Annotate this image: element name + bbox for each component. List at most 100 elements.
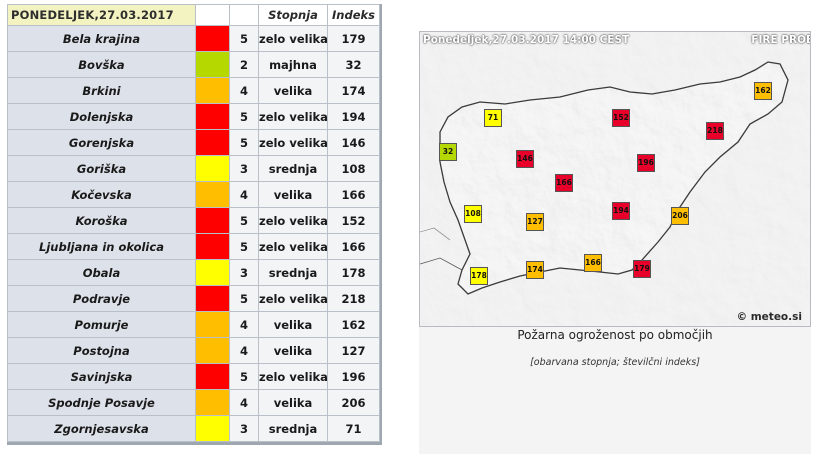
- danger-label: zelo velika: [258, 129, 328, 156]
- table-row: Bela krajina 5 zelo velika 179: [7, 25, 380, 52]
- danger-index: 178: [327, 259, 380, 286]
- danger-level: 5: [229, 285, 259, 312]
- region-name: Podravje: [7, 285, 196, 312]
- region-marker: 127: [526, 213, 544, 231]
- danger-label: zelo velika: [258, 233, 328, 260]
- danger-swatch: [196, 260, 229, 285]
- danger-label: srednja: [258, 259, 328, 286]
- danger-level: 4: [229, 311, 259, 338]
- region-name: Dolenjska: [7, 103, 196, 130]
- danger-index: 218: [327, 285, 380, 312]
- danger-level: 4: [229, 181, 259, 208]
- danger-color-cell: [195, 337, 230, 364]
- danger-level: 4: [229, 389, 259, 416]
- danger-level: 5: [229, 25, 259, 52]
- danger-color-cell: [195, 25, 230, 52]
- danger-swatch: [196, 286, 229, 311]
- danger-index: 152: [327, 207, 380, 234]
- table-row: Zgornjesavska 3 srednja 71: [7, 415, 380, 442]
- danger-index: 71: [327, 415, 380, 442]
- danger-label: zelo velika: [258, 285, 328, 312]
- danger-swatch: [196, 78, 229, 103]
- danger-swatch: [196, 26, 229, 51]
- danger-color-cell: [195, 103, 230, 130]
- danger-color-cell: [195, 51, 230, 78]
- danger-index: 162: [327, 311, 380, 338]
- map-background: [420, 32, 810, 326]
- danger-swatch: [196, 52, 229, 77]
- table-row: Savinjska 5 zelo velika 196: [7, 363, 380, 390]
- danger-color-cell: [195, 285, 230, 312]
- danger-swatch: [196, 416, 229, 441]
- map-credit: © meteo.si: [736, 311, 802, 323]
- table-row: Obala 3 srednja 178: [7, 259, 380, 286]
- table-row: Gorenjska 5 zelo velika 146: [7, 129, 380, 156]
- danger-label: velika: [258, 389, 328, 416]
- danger-index: 108: [327, 155, 380, 182]
- region-marker: 179: [633, 260, 651, 278]
- danger-label: srednja: [258, 415, 328, 442]
- region-name: Savinjska: [7, 363, 196, 390]
- table-header-row: PONEDELJEK,27.03.2017 Stopnja Indeks: [7, 4, 380, 26]
- region-marker: 218: [706, 122, 724, 140]
- table-row: Dolenjska 5 zelo velika 194: [7, 103, 380, 130]
- danger-index: 166: [327, 181, 380, 208]
- danger-swatch: [196, 364, 229, 389]
- region-marker: 166: [555, 174, 573, 192]
- region-marker: 146: [516, 150, 534, 168]
- header-level-col: [229, 4, 259, 26]
- region-marker: 196: [637, 154, 655, 172]
- danger-level: 3: [229, 259, 259, 286]
- danger-level: 4: [229, 337, 259, 364]
- region-name: Brkini: [7, 77, 196, 104]
- danger-color-cell: [195, 259, 230, 286]
- danger-label: velika: [258, 311, 328, 338]
- danger-index: 166: [327, 233, 380, 260]
- danger-index: 194: [327, 103, 380, 130]
- table-row: Brkini 4 velika 174: [7, 77, 380, 104]
- danger-label: srednja: [258, 155, 328, 182]
- danger-color-cell: [195, 77, 230, 104]
- danger-index: 127: [327, 337, 380, 364]
- danger-level: 3: [229, 155, 259, 182]
- danger-color-cell: [195, 181, 230, 208]
- region-name: Goriška: [7, 155, 196, 182]
- region-name: Bela krajina: [7, 25, 196, 52]
- danger-color-cell: [195, 129, 230, 156]
- header-color-col: [195, 4, 230, 26]
- table-row: Podravje 5 zelo velika 218: [7, 285, 380, 312]
- danger-color-cell: [195, 311, 230, 338]
- region-marker: 162: [754, 82, 772, 100]
- table-row: Koroška 5 zelo velika 152: [7, 207, 380, 234]
- region-marker: 174: [526, 261, 544, 279]
- region-name: Postojna: [7, 337, 196, 364]
- region-marker: 194: [612, 202, 630, 220]
- region-marker: 166: [584, 254, 602, 272]
- danger-level: 5: [229, 129, 259, 156]
- danger-label: velika: [258, 181, 328, 208]
- table-row: Spodnje Posavje 4 velika 206: [7, 389, 380, 416]
- danger-label: zelo velika: [258, 207, 328, 234]
- region-marker: 152: [612, 109, 630, 127]
- map-caption: Požarna ogroženost po območjih: [517, 328, 713, 342]
- danger-color-cell: [195, 415, 230, 442]
- danger-index: 196: [327, 363, 380, 390]
- region-name: Koroška: [7, 207, 196, 234]
- danger-level: 2: [229, 51, 259, 78]
- danger-label: velika: [258, 77, 328, 104]
- danger-color-cell: [195, 363, 230, 390]
- danger-index: 206: [327, 389, 380, 416]
- danger-color-cell: [195, 233, 230, 260]
- table-row: Ljubljana in okolica 5 zelo velika 166: [7, 233, 380, 260]
- danger-label: velika: [258, 337, 328, 364]
- table-row: Kočevska 4 velika 166: [7, 181, 380, 208]
- danger-swatch: [196, 156, 229, 181]
- table-row: Goriška 3 srednja 108: [7, 155, 380, 182]
- danger-level: 5: [229, 207, 259, 234]
- fire-danger-table-panel: PONEDELJEK,27.03.2017 Stopnja Indeks Bel…: [7, 4, 382, 445]
- map-subtitle: FIRE PROB: [751, 34, 811, 46]
- region-name: Kočevska: [7, 181, 196, 208]
- danger-swatch: [196, 390, 229, 415]
- danger-level: 4: [229, 77, 259, 104]
- danger-swatch: [196, 182, 229, 207]
